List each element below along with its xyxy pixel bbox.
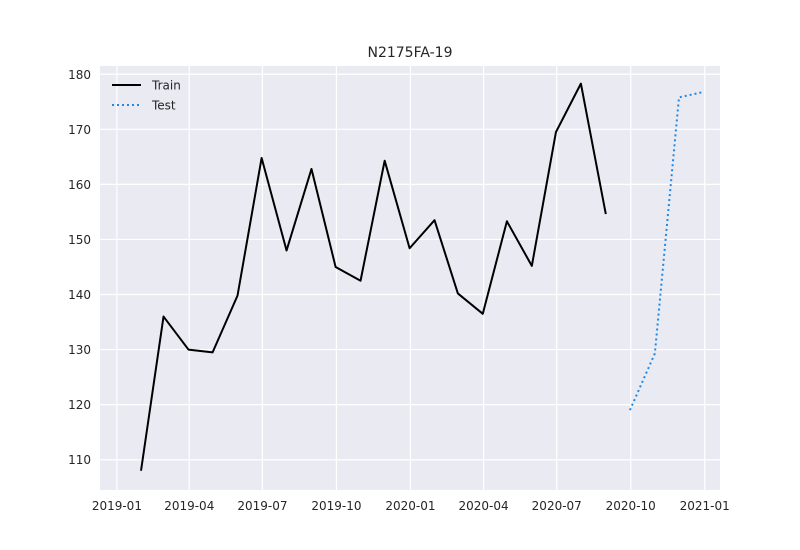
chart-title: N2175FA-19 [367,45,452,61]
x-tick-label: 2019-04 [164,499,214,513]
tick-labels: 2019-01 2019-04 2019-07 2019-10 2020-01 2020-… [68,68,730,513]
x-tick-label: 2021-01 [680,499,730,513]
x-tick-label: 2020-07 [532,499,582,513]
y-tick-label: 140 [68,288,91,302]
x-tick-label: 2019-10 [311,499,361,513]
y-tick-label: 180 [68,68,91,82]
legend-label-test: Test [151,99,176,113]
series-line-train [140,82,607,471]
grid-lines [100,66,720,490]
x-tick-label: 2020-01 [385,499,435,513]
x-tick-label: 2019-07 [237,499,287,513]
series-line-test [629,90,705,411]
y-tick-label: 170 [68,123,91,137]
x-tick-label: 2019-01 [92,499,142,513]
legend-label-train: Train [151,79,181,93]
series-layer [140,82,705,471]
y-tick-label: 130 [68,343,91,357]
y-tick-label: 160 [68,178,91,192]
x-tick-label: 2020-10 [606,499,656,513]
legend: Train Test [112,79,181,113]
y-tick-label: 120 [68,398,91,412]
y-tick-label: 110 [68,453,91,467]
y-tick-label: 150 [68,233,91,247]
x-tick-label: 2020-04 [459,499,509,513]
